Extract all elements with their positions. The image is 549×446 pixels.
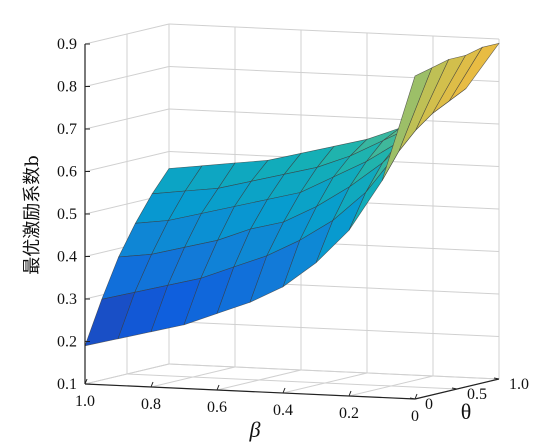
- beta-axis-label: β: [249, 417, 261, 442]
- z-tick-label: 0.6: [57, 164, 77, 181]
- back-wall-z-gridline: [168, 23, 500, 40]
- beta-tick-mark: [216, 384, 220, 391]
- back-wall-z-gridline: [168, 321, 500, 337]
- left-wall-z-gridline: [84, 23, 170, 45]
- tick-labels: 0.1 0.2 0.3 0.4 0.5 0.6 0.7 0.8 0.9 1.0 0.8 0.6 0.4 0…: [57, 36, 529, 425]
- beta-tick-label: 1.0: [75, 393, 95, 410]
- beta-axis-line: [84, 383, 416, 400]
- beta-tick-label: 0.2: [339, 405, 359, 422]
- z-tick-label: 0.7: [57, 121, 77, 138]
- theta-axis-label: θ: [461, 399, 472, 424]
- theta-tick-label: 0: [425, 396, 433, 413]
- beta-tick-mark: [348, 390, 352, 397]
- z-tick-label: 0.2: [57, 334, 77, 351]
- z-axis-label: 最优激励系数b: [22, 155, 43, 275]
- beta-tick-label: 0.4: [273, 402, 293, 419]
- surface-patch: [381, 67, 433, 181]
- left-wall-z-gridline: [84, 108, 170, 130]
- beta-tick-label: 0.8: [141, 396, 161, 413]
- beta-tick-mark: [414, 393, 418, 400]
- z-tick-label: 0.1: [57, 376, 77, 393]
- floor-theta-gridline: [126, 373, 458, 390]
- left-wall-z-gridline: [84, 66, 170, 87]
- theta-tick-label: 1.0: [509, 376, 529, 393]
- beta-tick-mark: [150, 381, 154, 388]
- z-tick-label: 0.5: [57, 206, 77, 223]
- theta-tick-mark: [493, 377, 500, 380]
- beta-tick-mark: [84, 378, 88, 385]
- theta-tick-label: 0.5: [467, 386, 487, 403]
- back-wall-z-gridline: [168, 108, 500, 125]
- beta-tick-label: 0.6: [207, 399, 227, 416]
- beta-tick-label: 0: [411, 408, 419, 425]
- z-tick-label: 0.4: [57, 249, 77, 266]
- surface: [84, 42, 500, 347]
- z-tick-label: 0.8: [57, 79, 77, 96]
- floor-theta-gridline: [168, 363, 500, 380]
- theta-tick-mark: [409, 397, 416, 400]
- left-wall-z-gridline: [84, 151, 170, 172]
- theta-tick-mark: [451, 387, 458, 390]
- beta-tick-mark: [282, 387, 286, 394]
- z-tick-label: 0.9: [57, 36, 77, 53]
- z-tick-label: 0.3: [57, 291, 77, 308]
